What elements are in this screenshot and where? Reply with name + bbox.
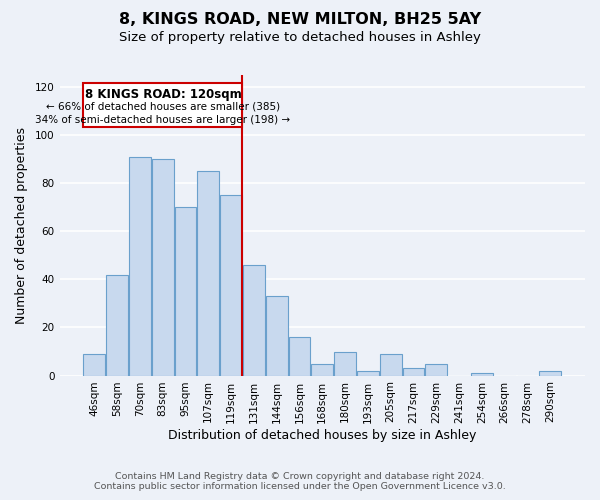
Bar bbox=[197, 171, 219, 376]
Bar bbox=[220, 195, 242, 376]
Y-axis label: Number of detached properties: Number of detached properties bbox=[15, 127, 28, 324]
X-axis label: Distribution of detached houses by size in Ashley: Distribution of detached houses by size … bbox=[168, 430, 476, 442]
Text: 8, KINGS ROAD, NEW MILTON, BH25 5AY: 8, KINGS ROAD, NEW MILTON, BH25 5AY bbox=[119, 12, 481, 28]
Text: Contains public sector information licensed under the Open Government Licence v3: Contains public sector information licen… bbox=[94, 482, 506, 491]
FancyBboxPatch shape bbox=[83, 84, 242, 126]
Text: ← 66% of detached houses are smaller (385): ← 66% of detached houses are smaller (38… bbox=[46, 102, 280, 112]
Text: Size of property relative to detached houses in Ashley: Size of property relative to detached ho… bbox=[119, 31, 481, 44]
Bar bbox=[106, 274, 128, 376]
Bar bbox=[311, 364, 333, 376]
Text: Contains HM Land Registry data © Crown copyright and database right 2024.: Contains HM Land Registry data © Crown c… bbox=[115, 472, 485, 481]
Bar bbox=[175, 208, 196, 376]
Bar bbox=[289, 337, 310, 376]
Bar bbox=[539, 371, 561, 376]
Bar bbox=[425, 364, 447, 376]
Bar bbox=[243, 265, 265, 376]
Bar bbox=[357, 371, 379, 376]
Bar bbox=[83, 354, 105, 376]
Bar bbox=[129, 157, 151, 376]
Bar bbox=[334, 352, 356, 376]
Text: 34% of semi-detached houses are larger (198) →: 34% of semi-detached houses are larger (… bbox=[35, 114, 290, 124]
Bar bbox=[403, 368, 424, 376]
Bar bbox=[152, 159, 173, 376]
Bar bbox=[266, 296, 287, 376]
Text: 8 KINGS ROAD: 120sqm: 8 KINGS ROAD: 120sqm bbox=[85, 88, 241, 101]
Bar bbox=[380, 354, 401, 376]
Bar bbox=[471, 373, 493, 376]
